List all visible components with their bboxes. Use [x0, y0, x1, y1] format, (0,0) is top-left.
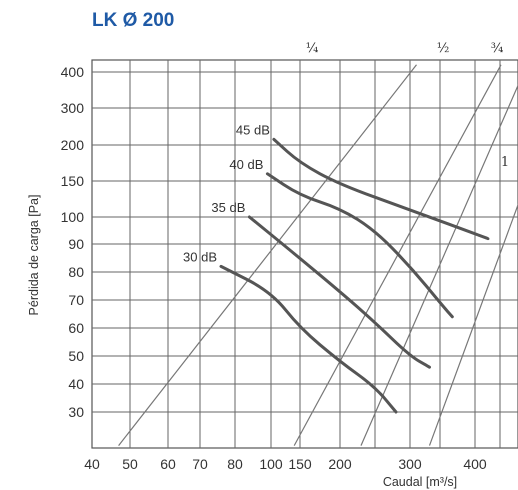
y-tick-label: 50 — [68, 348, 84, 364]
opening-line — [428, 203, 518, 446]
x-tick-label: 100 — [259, 456, 283, 472]
opening-lines — [118, 64, 518, 446]
x-tick-label: 300 — [398, 456, 422, 472]
noise-curve — [247, 215, 432, 369]
y-tick-label: 100 — [61, 209, 85, 225]
y-tick-label: 30 — [68, 404, 84, 420]
y-tick-label: 400 — [61, 64, 85, 80]
curve-label: 45 dB — [236, 122, 270, 137]
ticks: 400 300 200 150 100 90 80 70 60 50 40 30 40 50 60 70 80 1… — [61, 64, 487, 472]
noise-curve — [265, 172, 454, 319]
x-tick-label: 80 — [227, 456, 243, 472]
x-tick-label: 40 — [84, 456, 100, 472]
curve-label: 40 dB — [229, 157, 263, 172]
noise-curve — [219, 264, 398, 414]
opening-line-label: ½ — [437, 41, 450, 56]
labels: ¼ ½ ¾ 1 45 dB 40 dB 35 dB 30 dB — [183, 41, 509, 264]
curves — [219, 137, 490, 414]
x-tick-label: 150 — [288, 456, 312, 472]
noise-curve — [272, 137, 490, 241]
x-tick-label: 70 — [192, 456, 208, 472]
y-tick-label: 70 — [68, 292, 84, 308]
y-tick-label: 80 — [68, 264, 84, 280]
chart-title: LK Ø 200 — [92, 10, 175, 31]
curve-label: 30 dB — [183, 249, 217, 264]
curve-label: 35 dB — [211, 200, 245, 215]
grid — [91, 59, 518, 449]
x-tick-label: 50 — [122, 456, 138, 472]
x-axis-label: Caudal [m³/s] — [383, 475, 457, 489]
y-tick-label: 60 — [68, 320, 84, 336]
opening-line-label: ¼ — [306, 41, 319, 56]
y-tick-label: 200 — [61, 137, 85, 153]
x-tick-label: 60 — [160, 456, 176, 472]
y-tick-label: 300 — [61, 100, 85, 116]
opening-line-label: 1 — [501, 155, 509, 170]
y-axis-label: Pérdida de carga [Pa] — [27, 195, 41, 316]
x-tick-label: 400 — [463, 456, 487, 472]
y-tick-label: 150 — [61, 173, 85, 189]
opening-line-label: ¾ — [491, 41, 504, 56]
opening-line — [360, 83, 518, 446]
y-tick-label: 90 — [68, 236, 84, 252]
y-tick-label: 40 — [68, 376, 84, 392]
opening-line — [118, 64, 417, 446]
x-tick-label: 200 — [328, 456, 352, 472]
plot-frame — [91, 59, 518, 449]
